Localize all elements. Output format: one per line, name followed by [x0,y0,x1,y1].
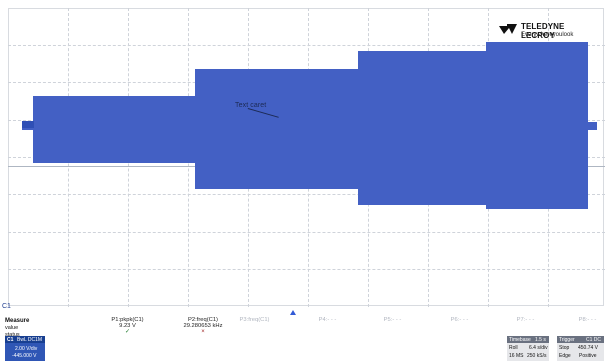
measurement-name: P5:- - - [383,317,402,323]
measurement-name: P4:- - - [318,317,337,323]
measurement-name: P8:- - - [578,317,597,323]
measurement-value: 9.23 V [119,323,136,329]
channel-offset: -445.000 V [12,353,37,359]
grid-line [8,45,605,46]
channel-label: C1 [7,337,14,343]
waveform-segment-4 [486,42,588,209]
timebase-label: Timebase [509,337,531,343]
waveform-segment-2 [195,69,360,189]
teledyne-lecroy-logo: TELEDYNE LECROY Everywhereyoulook [499,22,594,46]
measurement-p8[interactable]: P8:- - - [570,317,605,323]
measurement-p5[interactable]: P5:- - - [375,317,410,323]
channel-vdiv: 2.00 V/div [15,346,38,352]
channel-header [5,336,45,343]
channel-marker: C1 [2,303,11,310]
waveform-segment-1 [33,96,197,163]
trigger-descriptor[interactable]: Trigger C1 DC Stop 450.74 V Edge Positiv… [557,336,604,361]
waveform-tail [586,122,597,130]
measurement-name: P7:- - - [516,317,535,323]
measurement-status-icon: × [201,329,205,335]
channel-ground-marker[interactable] [22,121,34,128]
trigger-edge: Edge [559,353,571,359]
trigger-channel: C1 DC [586,337,602,343]
brand-tagline: Everywhereyoulook [521,32,574,38]
measure-row-status: status [5,332,20,338]
trigger-type: Stop [559,345,570,351]
measure-row-value: value [5,325,19,331]
timebase-descriptor[interactable]: Timebase 1.5 s Roll 6.4 s/div 16 MS 250 … [507,336,549,361]
waveform-segment-3 [358,51,488,205]
measurement-name: P2:freq(C1) [188,317,218,323]
trigger-position-marker[interactable] [290,310,296,315]
measurement-name: P6:- - - [450,317,469,323]
measurement-status-icon: ✓ [124,329,131,335]
timebase-header [507,336,549,343]
measurement-p2[interactable]: P2:freq(C1) 29.280653 kHz × [168,317,238,335]
grid-line [8,194,605,195]
brand-name: TELEDYNE LECROY [521,22,565,40]
trace-annotation: Text caret [235,102,267,109]
timebase-rate: 250 kS/s [527,353,547,359]
timebase-mode: Roll [509,345,518,351]
measurement-value: 29.280653 kHz [183,323,223,329]
measurement-name: P1:pkpk(C1) [111,317,144,323]
measurement-p1[interactable]: P1:pkpk(C1) 9.23 V ✓ [100,317,155,335]
timebase-samples: 16 MS [509,353,524,359]
trigger-slope: Positive [579,353,597,359]
measurement-p7[interactable]: P7:- - - [508,317,543,323]
trigger-level: 450.74 V [578,345,599,351]
grid-line [8,232,605,233]
timebase-tdiv: 6.4 s/div [529,345,548,351]
trigger-label: Trigger [559,337,575,343]
measurement-name: P3:freq(C1) [239,317,270,323]
brand-mark-icon [499,24,517,34]
grid-line [8,269,605,270]
channel-mode: BwL DC1M [17,337,43,343]
measure-title: Measure [5,318,30,324]
measurement-p3[interactable]: P3:freq(C1) [232,317,277,323]
timebase-value: 1.5 s [535,337,546,343]
channel-descriptor[interactable]: C1 BwL DC1M 2.00 V/div -445.000 V [5,336,45,361]
measurement-p4[interactable]: P4:- - - [310,317,345,323]
measurement-p6[interactable]: P6:- - - [442,317,477,323]
measurement-panel [0,315,605,361]
trigger-header [557,336,604,343]
waveform-display[interactable]: Text caret TELEDYNE LECROY Everywhereyou… [8,8,605,307]
